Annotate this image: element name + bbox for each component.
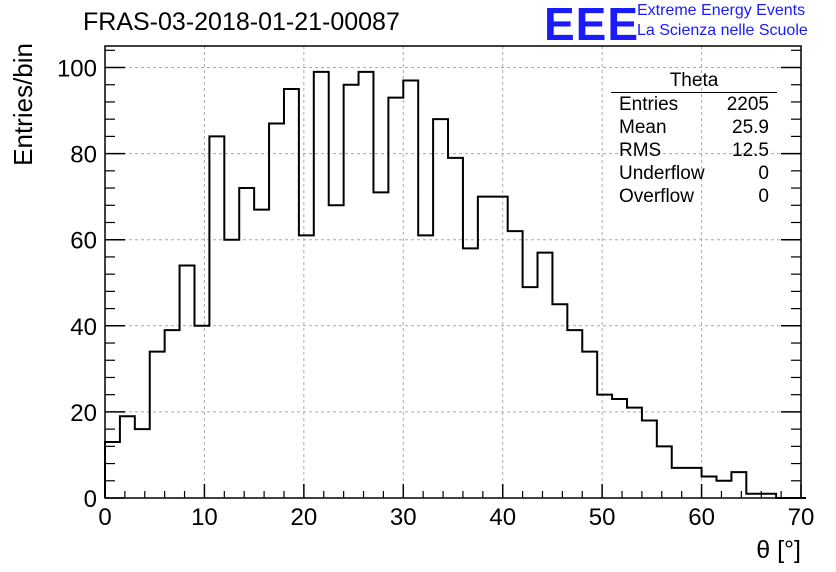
histogram-bin <box>418 235 433 498</box>
y-tick-label: 100 <box>57 56 97 83</box>
histogram-bin <box>180 266 195 498</box>
histogram-bin <box>135 429 150 498</box>
histogram-bin <box>672 468 687 498</box>
histogram-bin <box>120 416 135 498</box>
histogram-bin <box>359 72 374 498</box>
stats-row: Entries 2205 <box>611 93 777 116</box>
histogram-bin <box>657 446 672 498</box>
stats-row: RMS 12.5 <box>611 139 777 162</box>
stats-label: Entries <box>619 94 679 115</box>
histogram-bin <box>702 476 717 498</box>
histogram-bin <box>687 468 702 498</box>
x-axis-label: θ [°] <box>756 536 801 564</box>
x-tick-label: 0 <box>98 504 111 531</box>
histogram-bin <box>567 330 582 498</box>
y-tick-label: 80 <box>70 142 97 169</box>
x-tick-label: 30 <box>390 504 417 531</box>
stats-label: RMS <box>619 140 662 161</box>
x-tick-label: 70 <box>788 504 815 531</box>
histogram-bin <box>582 352 597 498</box>
stats-label: Overflow <box>619 186 694 207</box>
y-tick-label: 20 <box>70 400 97 427</box>
stats-row: Overflow 0 <box>611 185 777 208</box>
histogram-bin <box>538 253 553 498</box>
y-tick-label: 0 <box>84 486 97 513</box>
histogram-bin <box>597 395 612 498</box>
histogram-bin <box>493 197 508 498</box>
histogram-bin <box>254 210 269 498</box>
stats-row: Underflow 0 <box>611 162 777 185</box>
histogram-bin <box>448 158 463 498</box>
histogram-bin <box>731 472 746 498</box>
axis-ticks <box>104 49 802 499</box>
histogram-bin <box>105 442 120 498</box>
histogram-bin <box>299 235 314 498</box>
histogram-bin <box>194 326 209 498</box>
stats-value: 25.9 <box>732 117 769 138</box>
histogram-outline <box>104 70 806 499</box>
histogram-bin <box>716 481 731 498</box>
y-tick-label: 40 <box>70 314 97 341</box>
logo-line-1: Extreme Energy Events <box>637 2 806 19</box>
histogram-bin <box>239 188 254 498</box>
y-axis-label: Entries/bin <box>8 43 38 166</box>
stats-title: Theta <box>611 70 777 93</box>
histogram-bin <box>642 421 657 498</box>
histogram-bin <box>165 330 180 498</box>
x-tick-label: 40 <box>489 504 516 531</box>
stats-row: Mean 25.9 <box>611 116 777 139</box>
histogram-bin <box>463 248 478 498</box>
histogram-bin <box>478 197 493 498</box>
histogram-bin <box>314 72 329 498</box>
stats-label: Mean <box>619 117 667 138</box>
histogram-bin <box>508 231 523 498</box>
histogram-bin <box>523 287 538 498</box>
histogram-bin <box>627 408 642 498</box>
histogram-bin <box>284 89 299 498</box>
stats-value: 0 <box>758 186 769 207</box>
histogram-bin <box>388 98 403 498</box>
histogram-bin <box>344 85 359 498</box>
plot-frame <box>104 45 802 499</box>
histogram-bin <box>224 240 239 498</box>
histogram-bin <box>612 399 627 498</box>
eee-logo: EEE <box>544 0 640 50</box>
stats-value: 12.5 <box>732 140 769 161</box>
stats-value: 2205 <box>726 94 769 115</box>
grid-lines <box>105 46 801 498</box>
stats-label: Underflow <box>619 163 705 184</box>
y-tick-label: 60 <box>70 228 97 255</box>
histogram-bin <box>269 123 284 498</box>
histogram-bin <box>552 304 567 498</box>
x-tick-label: 20 <box>291 504 318 531</box>
histogram-bin <box>433 119 448 498</box>
chart-title: FRAS-03-2018-01-21-00087 <box>83 8 400 36</box>
histogram-bin <box>403 80 418 498</box>
x-tick-label: 60 <box>688 504 715 531</box>
x-tick-label: 10 <box>191 504 218 531</box>
x-tick-label: 50 <box>589 504 616 531</box>
histogram-bin <box>150 352 165 498</box>
histogram-bin <box>373 192 388 498</box>
stats-box: Theta Entries 2205 Mean 25.9 RMS 12.5 Underflo… <box>611 70 777 208</box>
histogram-bin <box>209 136 224 498</box>
stats-value: 0 <box>758 163 769 184</box>
histogram-bin <box>329 205 344 498</box>
logo-line-2: La Scienza nelle Scuole <box>637 22 808 39</box>
